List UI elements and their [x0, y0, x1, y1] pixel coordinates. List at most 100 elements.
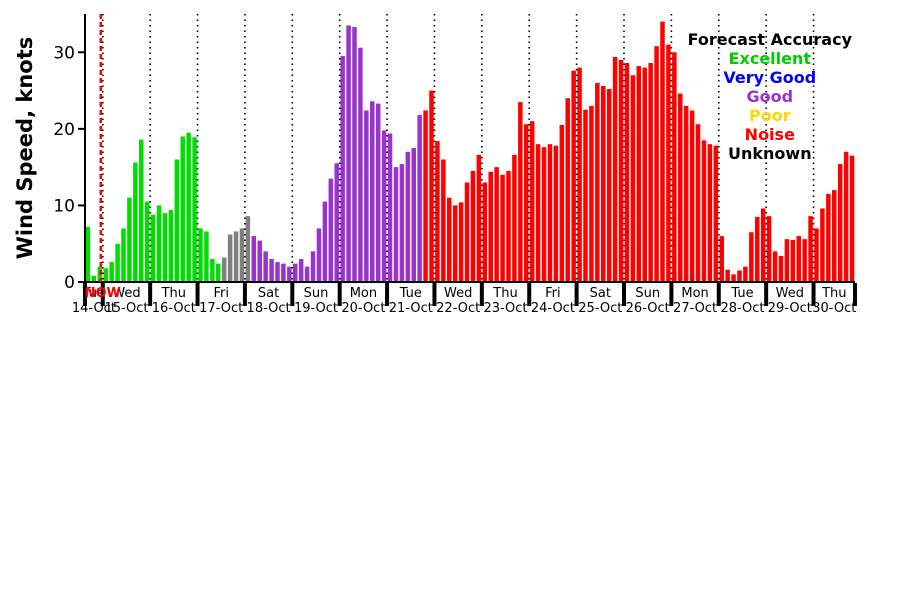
wind-speed-bar [269, 259, 274, 282]
wind-speed-bar [192, 137, 197, 282]
wind-speed-bar [221, 257, 227, 282]
x-label-date: 19-Oct [294, 301, 338, 316]
wind-speed-bar [683, 105, 689, 282]
y-tick-label: 20 [53, 120, 75, 140]
wind-speed-bar [506, 170, 511, 282]
wind-speed-bar [109, 262, 114, 282]
wind-speed-bar [458, 202, 464, 282]
wind-speed-bar [476, 154, 482, 282]
wind-speed-bar [595, 82, 600, 282]
wind-speed-bar [642, 67, 647, 282]
x-label-weekday: Thu [821, 286, 846, 301]
wind-speed-bar [500, 174, 505, 282]
legend-item-poor: Poor [749, 106, 791, 125]
x-label-date: 16-Oct [152, 301, 196, 316]
wind-speed-bar [429, 90, 434, 282]
x-label-date: 18-Oct [247, 301, 291, 316]
wind-speed-bar [322, 201, 328, 282]
wind-speed-bar [689, 110, 695, 282]
x-label-date: 25-Oct [578, 301, 622, 316]
wind-speed-bar [518, 102, 523, 282]
legend-item-unknown: Unknown [728, 144, 812, 163]
wind-speed-bar [411, 148, 416, 282]
wind-speed-chart: Tue 14-Oct Wed 15-Oct Thu 16-Oct Fri 17-Oct Sat 1… [13, 14, 857, 316]
x-label-date: 14-Oct [72, 301, 116, 316]
wind-speed-bar [399, 164, 405, 282]
wind-speed-bar [577, 67, 582, 282]
wind-speed-bar [832, 190, 837, 282]
wind-speed-bar [85, 226, 91, 282]
y-tick-label: 30 [53, 43, 75, 63]
wind-speed-bar [755, 216, 760, 282]
wind-speed-bar [103, 268, 108, 282]
wind-speed-bar [316, 228, 322, 282]
x-label-date: 30-Oct [812, 301, 856, 316]
wind-speed-bar [535, 144, 541, 282]
x-label-weekday: Fri [545, 286, 561, 301]
x-label-weekday: Thu [492, 286, 517, 301]
x-label-date: 29-Oct [768, 301, 812, 316]
x-label-weekday: Tue [730, 286, 753, 301]
wind-speed-bar [133, 162, 138, 282]
wind-speed-bar [405, 151, 411, 282]
wind-speed-bar [814, 228, 819, 282]
wind-speed-bar [796, 236, 801, 282]
wind-speed-bar [464, 182, 470, 282]
wind-speed-bar [358, 47, 363, 282]
x-label-weekday: Sun [635, 286, 660, 301]
wind-speed-bar [808, 216, 813, 282]
wind-speed-bar [601, 85, 606, 282]
wind-speed-bar [849, 155, 855, 282]
wind-speed-bar [802, 239, 807, 282]
x-label-weekday: Wed [444, 286, 472, 301]
now-label: NOW [85, 286, 121, 301]
x-label-date: 26-Oct [626, 301, 670, 316]
wind-speed-bar [512, 154, 517, 282]
legend-item-excellent: Excellent [728, 49, 812, 68]
legend-item-noise: Noise [744, 125, 795, 144]
wind-speed-bar [790, 239, 796, 282]
wind-speed-bar [701, 140, 707, 282]
wind-speed-bar [328, 178, 334, 282]
wind-speed-bar [381, 130, 387, 282]
wind-speed-bar [589, 105, 594, 282]
wind-speed-bar [435, 141, 440, 282]
x-label-weekday: Mon [350, 286, 377, 301]
wind-speed-bar [618, 59, 624, 282]
wind-speed-bar [843, 151, 849, 282]
x-label-weekday: Sat [258, 286, 279, 301]
wind-speed-bar [737, 270, 742, 282]
x-label-date: 22-Oct [436, 301, 480, 316]
wind-speed-bar [257, 240, 262, 282]
wind-speed-bar [263, 251, 268, 282]
wind-speed-bar [837, 164, 843, 282]
y-tick-label: 10 [53, 196, 75, 216]
wind-speed-bar [826, 193, 831, 282]
wind-speed-bar [713, 145, 719, 282]
wind-speed-bar [216, 263, 221, 282]
wind-speed-bar [749, 232, 754, 282]
wind-speed-bar [298, 259, 304, 282]
wind-speed-bar [150, 214, 156, 282]
wind-speed-bar [624, 63, 630, 283]
wind-speed-bar [198, 228, 203, 282]
wind-speed-bar [654, 46, 659, 282]
wind-speed-bar [529, 121, 535, 282]
wind-speed-bar [115, 243, 120, 282]
wind-speed-bar [547, 144, 553, 282]
wind-speed-bar [494, 167, 499, 282]
wind-speed-bar [180, 136, 185, 282]
x-label-weekday: Sun [304, 286, 329, 301]
x-label-date: 21-Oct [389, 301, 433, 316]
wind-speed-bar [121, 228, 126, 282]
wind-speed-bar [144, 201, 150, 282]
wind-speed-bar [553, 145, 559, 282]
x-label-weekday: Thu [161, 286, 186, 301]
wind-speed-bar [707, 144, 713, 282]
wind-speed-bar [387, 133, 393, 282]
wind-speed-bar [447, 197, 452, 282]
legend-item-good: Good [746, 87, 794, 106]
x-label-date: 28-Oct [720, 301, 764, 316]
wind-speed-bar [820, 208, 825, 282]
